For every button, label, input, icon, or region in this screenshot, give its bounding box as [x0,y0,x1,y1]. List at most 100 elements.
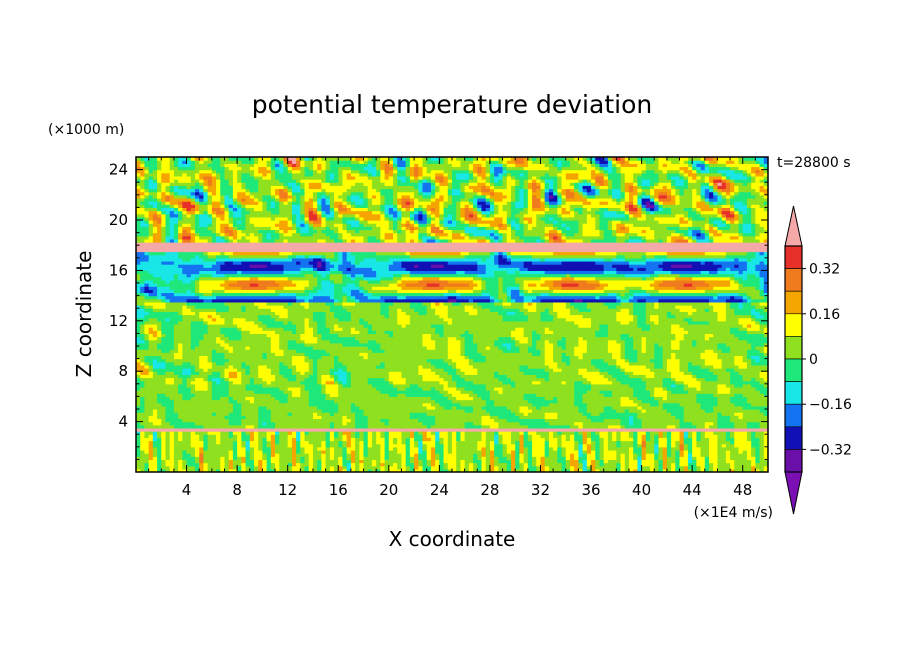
heatmap-cell [279,412,285,416]
heatmap-cell [435,412,440,416]
heatmap-cell [266,449,272,454]
heatmap-cell [645,440,651,445]
heatmap-cell [393,393,398,397]
heatmap-cell [717,468,723,472]
heatmap-cell [312,453,318,457]
heatmap-cell [186,374,192,379]
heatmap-cell [190,434,196,438]
heatmap-cell [334,386,339,391]
heatmap-cell [249,393,255,397]
heatmap-cell [342,371,348,375]
heatmap-cell [713,437,719,442]
heatmap-cell [561,399,567,404]
heatmap-cell [275,393,280,397]
heatmap-cell [346,415,352,420]
heatmap-cell [742,449,748,454]
heatmap-cell [633,443,638,448]
heatmap-cell [675,368,681,372]
heatmap-cell [371,368,377,372]
heatmap-cell [489,453,495,457]
heatmap-cell [633,386,638,391]
heatmap-cell [178,399,183,404]
heatmap-cell [338,434,344,438]
heatmap-cell [140,437,146,442]
heatmap-cell [477,421,483,426]
heatmap-cell [173,380,179,385]
heatmap-cell [603,412,609,416]
heatmap-cell [359,393,365,397]
heatmap-cell [237,465,242,470]
heatmap-cell [422,396,428,401]
heatmap-cell [430,465,436,470]
heatmap-cell [355,424,360,429]
heatmap-cell [725,449,731,454]
heatmap-cell [397,440,403,445]
heatmap-cell [603,453,609,457]
heatmap-cell [203,465,209,470]
heatmap-cell [607,386,613,391]
heatmap-cell [498,418,504,423]
heatmap-cell [422,393,428,397]
heatmap-cell [275,462,280,467]
heatmap-cell [506,459,512,464]
heatmap-cell [561,368,567,372]
heatmap-cell [709,418,714,423]
heatmap-cell [713,418,719,423]
heatmap-cell [536,468,542,472]
heatmap-cell [245,377,251,382]
heatmap-cell [182,386,188,391]
heatmap-cell [144,380,150,385]
heatmap-cell [763,409,768,413]
heatmap-cell [662,377,668,382]
heatmap-cell [489,456,495,460]
heatmap-cell [430,374,436,379]
heatmap-cell [641,393,647,397]
heatmap-cell [755,443,761,448]
heatmap-cell [671,468,676,472]
heatmap-cell [738,399,744,404]
heatmap-cell [384,383,390,388]
heatmap-cell [502,443,508,448]
heatmap-cell [709,368,714,372]
heatmap-cell [435,374,440,379]
heatmap-cell [371,418,377,423]
heatmap-cell [186,443,192,448]
heatmap-cell [211,371,217,375]
heatmap-cell [173,402,179,407]
heatmap-cell [709,446,714,451]
heatmap-cell [430,380,436,385]
heatmap-cell [224,368,230,372]
heatmap-cell [662,468,668,472]
heatmap-cell [527,446,533,451]
heatmap-cell [350,390,356,394]
heatmap-cell [157,434,162,438]
heatmap-cell [325,380,331,385]
heatmap-cell [662,393,668,397]
heatmap-cell [561,393,567,397]
heatmap-cell [426,380,432,385]
heatmap-cell [696,468,702,472]
heatmap-cell [308,434,314,438]
heatmap-cell [397,443,403,448]
heatmap-cell [367,453,373,457]
heatmap-cell [536,383,542,388]
heatmap-cell [553,440,558,445]
heatmap-cell [645,465,651,470]
heatmap-cell [426,399,432,404]
heatmap-cell [591,427,596,432]
heatmap-cell [738,465,744,470]
heatmap-cell [734,453,740,457]
heatmap-cell [296,456,301,460]
heatmap-cell [161,402,167,407]
heatmap-cell [228,443,234,448]
heatmap-cell [409,377,415,382]
heatmap-cell [422,462,428,467]
heatmap-cell [283,465,289,470]
heatmap-cell [190,437,196,442]
heatmap-cell [346,421,352,426]
heatmap-cell [224,405,230,410]
heatmap-cell [679,456,685,460]
heatmap-cell [683,371,689,375]
heatmap-cell [422,421,428,426]
heatmap-cell [763,456,768,460]
